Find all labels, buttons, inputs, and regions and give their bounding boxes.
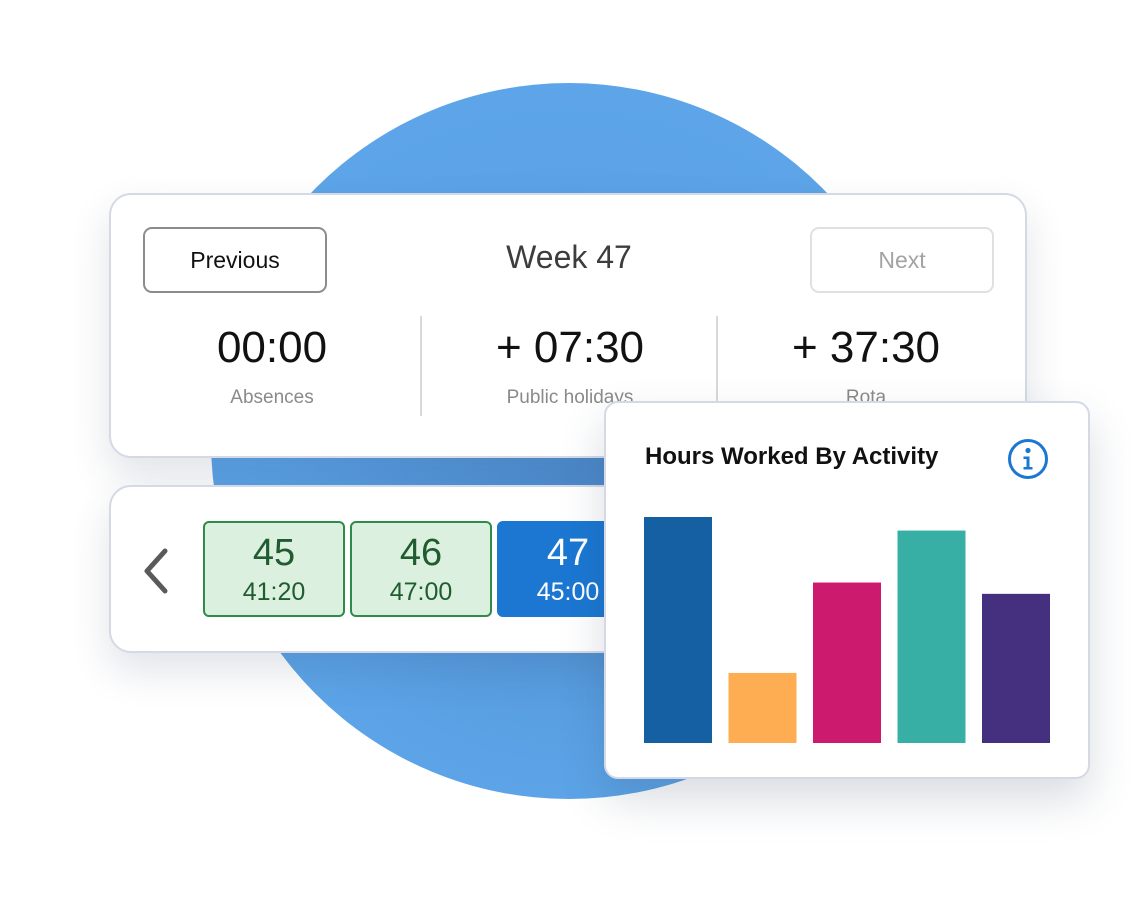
stat-label: Public holidays — [506, 387, 634, 408]
chart-bar-1 — [644, 517, 712, 743]
stat-absences: 00:00 Absences — [122, 315, 422, 409]
week-hours: 45:00 — [536, 578, 600, 606]
next-button[interactable]: Next — [810, 227, 994, 293]
stat-label: Absences — [230, 387, 314, 408]
stat-value: + 37:30 — [791, 323, 941, 372]
stat-public-holidays: + 07:30 Public holidays — [420, 315, 720, 409]
week-hours: 47:00 — [389, 578, 453, 606]
week-title: Week 47 — [506, 239, 632, 275]
divider — [716, 316, 718, 416]
week-summary-card: Previous Week 47 Next 00:00 Absences + 0… — [109, 193, 1027, 458]
divider — [420, 316, 422, 416]
week-number: 47 — [546, 532, 590, 574]
week-hours: 41:20 — [242, 578, 306, 606]
bar-chart — [644, 517, 1050, 743]
stat-rota: + 37:30 Rota — [716, 315, 1016, 409]
week-number: 45 — [252, 532, 296, 574]
week-tile-45[interactable]: 45 41:20 — [203, 521, 345, 617]
stat-value: + 07:30 — [495, 323, 645, 372]
stat-value: 00:00 — [216, 323, 328, 372]
week-number: 46 — [399, 532, 443, 574]
previous-button[interactable]: Previous — [143, 227, 327, 293]
activity-chart-card: Hours Worked By Activity — [604, 401, 1090, 779]
chart-title: Hours Worked By Activity — [645, 443, 939, 470]
chart-bar-5 — [982, 593, 1050, 743]
chart-bar-4 — [897, 530, 966, 743]
chevron-left-icon[interactable] — [137, 541, 177, 601]
chart-bar-3 — [813, 582, 881, 743]
chart-bar-2 — [728, 672, 797, 743]
info-icon[interactable] — [1006, 437, 1050, 481]
week-tile-46[interactable]: 46 47:00 — [350, 521, 492, 617]
